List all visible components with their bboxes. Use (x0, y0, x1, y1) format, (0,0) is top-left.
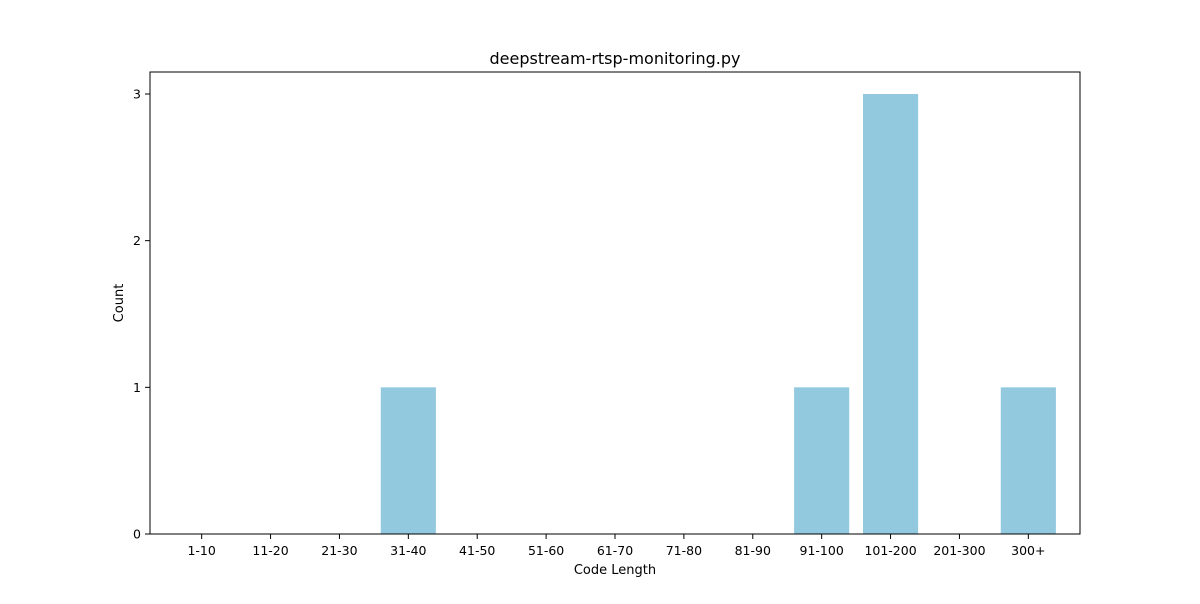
y-tick-label: 1 (133, 380, 141, 395)
bar-91-100 (794, 387, 850, 534)
x-tick-label: 21-30 (321, 543, 357, 558)
x-tick-label: 51-60 (528, 543, 564, 558)
x-tick-label: 91-100 (800, 543, 844, 558)
y-tick-label: 0 (133, 527, 141, 542)
bars-group (380, 94, 1056, 534)
x-tick-label: 101-200 (864, 543, 916, 558)
x-tick-label: 61-70 (597, 543, 633, 558)
y-tick-label: 3 (133, 87, 141, 102)
x-tick-label: 11-20 (252, 543, 288, 558)
x-axis-label: Code Length (574, 563, 656, 578)
x-tick-label: 300+ (1011, 543, 1045, 558)
bar-101-200 (863, 94, 919, 534)
y-axis-ticks: 0 1 2 3 (133, 87, 150, 542)
bar-31-40 (380, 387, 436, 534)
chart-title: deepstream-rtsp-monitoring.py (489, 49, 740, 68)
x-axis-ticks: 1-10 11-20 21-30 31-40 41-50 51-60 61-70 71-80 8… (187, 534, 1046, 558)
x-tick-label: 1-10 (187, 543, 215, 558)
plot-frame (149, 71, 1081, 535)
bar-300+ (1000, 387, 1056, 534)
x-tick-label: 31-40 (390, 543, 426, 558)
x-tick-label: 71-80 (666, 543, 702, 558)
y-tick-label: 2 (133, 233, 141, 248)
x-tick-label: 41-50 (459, 543, 495, 558)
x-tick-label: 201-300 (933, 543, 985, 558)
y-axis-label: Count (112, 284, 127, 323)
x-tick-label: 81-90 (735, 543, 771, 558)
